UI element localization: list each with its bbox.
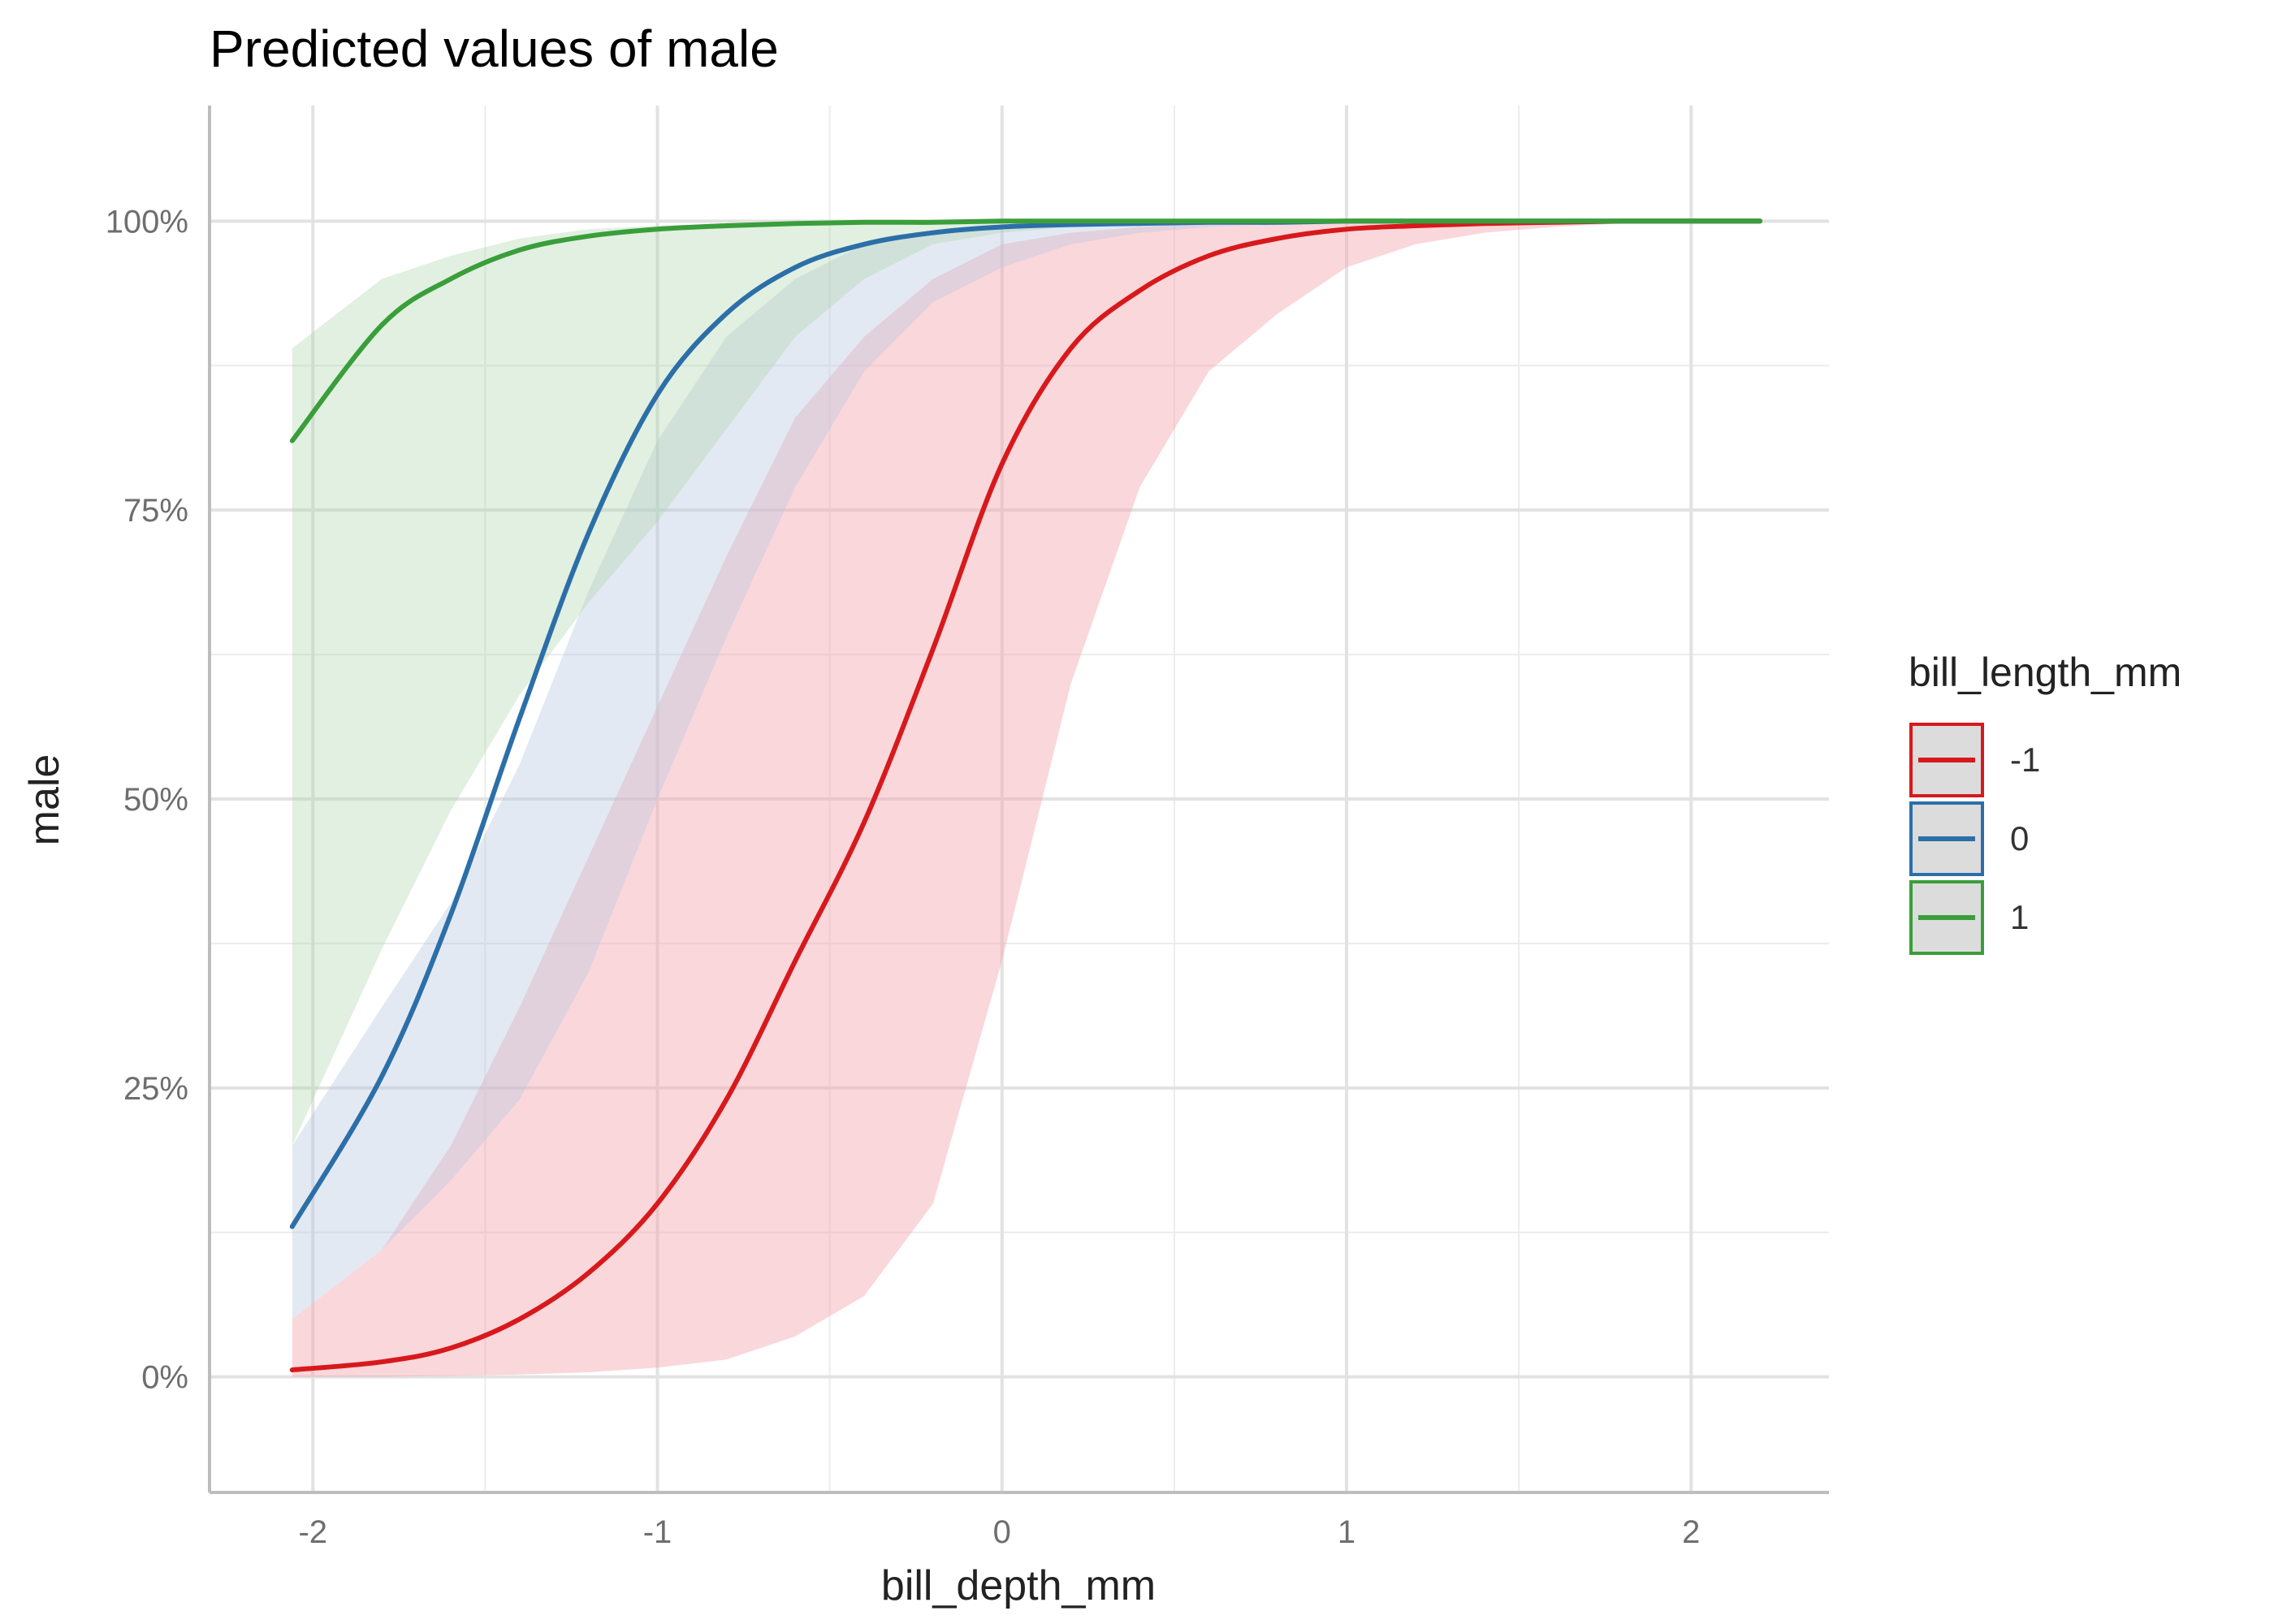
y-tick-label: 25% [123, 1071, 188, 1107]
legend-item: -1 [1909, 723, 2040, 797]
x-tick-label: 0 [993, 1514, 1011, 1550]
legend-label: 0 [2010, 819, 2029, 857]
legend-item: 0 [1909, 801, 2029, 876]
x-tick-label: 2 [1682, 1514, 1700, 1550]
x-tick-labels: -2 -1 0 1 2 [298, 1514, 1700, 1550]
y-tick-label: 0% [141, 1360, 188, 1396]
legend-item: 1 [1909, 880, 2029, 955]
legend-label: -1 [2010, 741, 2040, 779]
x-tick-label: -1 [643, 1514, 672, 1550]
y-tick-label: 100% [106, 204, 188, 240]
y-tick-labels: 0% 25% 50% 75% 100% [106, 204, 188, 1395]
x-tick-label: 1 [1338, 1514, 1355, 1550]
legend-title: bill_length_mm [1909, 650, 2181, 695]
chart-title: Predicted values of male [210, 19, 779, 78]
ribbon-series-1 [292, 221, 1761, 1146]
line-layer [289, 218, 1763, 1373]
legend: bill_length_mm -1 0 1 [1909, 650, 2181, 955]
y-axis-title: male [21, 754, 68, 846]
y-tick-label: 75% [123, 493, 188, 529]
y-tick-label: 50% [123, 782, 188, 818]
legend-label: 1 [2010, 898, 2029, 936]
ribbon-layer [292, 221, 1761, 1377]
legend-items: -1 0 1 [1909, 723, 2040, 955]
ribbon-series-0 [292, 221, 1761, 1320]
x-tick-label: -2 [298, 1514, 327, 1550]
ribbon-series--1 [292, 221, 1761, 1377]
line-series-1 [289, 218, 1763, 443]
x-axis-title: bill_depth_mm [881, 1562, 1156, 1609]
